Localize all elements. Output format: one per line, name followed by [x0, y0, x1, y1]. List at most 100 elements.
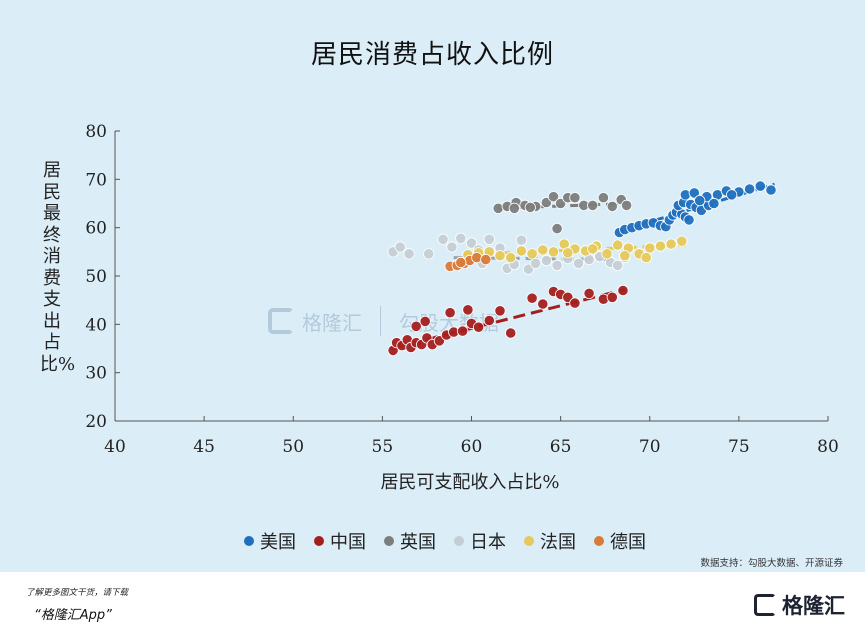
data-point-series-4-22 [640, 252, 652, 264]
footer-download-hint: 了解更多图文干货，请下载 [26, 588, 129, 598]
data-point-series-1-14 [472, 321, 485, 333]
y-tick-label: 30 [85, 364, 107, 384]
data-point-series-0-29 [726, 189, 738, 201]
x-tick-label: 65 [550, 437, 572, 457]
x-tick-label: 45 [193, 437, 215, 457]
data-point-series-3-5 [446, 241, 458, 253]
data-point-series-0-13 [683, 214, 695, 226]
data-point-series-4-20 [676, 235, 688, 247]
legend-label: 英国 [400, 532, 436, 553]
data-point-series-3-1 [394, 241, 406, 253]
data-point-series-1-23 [569, 297, 581, 309]
data-point-series-4-19 [665, 238, 677, 250]
data-point-series-1-17 [505, 327, 517, 339]
chart-title: 居民消费占收入比例 [310, 40, 554, 70]
data-point-series-4-17 [644, 242, 656, 254]
data-point-series-4-24 [562, 247, 574, 259]
data-point-series-2-6 [547, 191, 560, 203]
brand-g-icon [754, 594, 776, 616]
data-point-series-0-21 [688, 187, 700, 199]
data-point-series-1-27 [617, 284, 629, 297]
data-point-series-3-17 [551, 259, 563, 271]
data-point-series-4-8 [547, 246, 560, 258]
data-point-series-1-15 [483, 314, 495, 327]
data-point-series-4-14 [612, 239, 624, 251]
watermark-separator [380, 306, 381, 336]
legend-marker-icon [314, 536, 324, 546]
data-point-series-0-28 [765, 184, 777, 196]
data-point-series-4-23 [587, 243, 599, 255]
data-point-series-1-26 [606, 291, 618, 303]
footer-app-name: “格隆汇App” [34, 608, 112, 623]
data-point-series-0-27 [754, 180, 766, 192]
brand-name: 格隆汇 [782, 594, 845, 618]
watermark-left-text: 格隆汇 [302, 310, 362, 335]
data-point-series-2-7 [554, 197, 567, 210]
data-point-series-0-30 [694, 195, 706, 207]
data-point-series-2-0 [492, 202, 504, 214]
data-point-series-4-3 [494, 250, 506, 262]
data-point-series-4-4 [505, 252, 517, 264]
data-point-series-3-14 [522, 263, 535, 275]
data-point-series-3-19 [572, 257, 585, 269]
data-point-series-3-3 [423, 248, 435, 260]
legend-marker-icon [244, 536, 254, 546]
data-point-series-2-12 [597, 192, 610, 204]
legend-label: 日本 [470, 532, 506, 553]
data-point-series-3-9 [483, 233, 495, 245]
x-tick-label: 80 [817, 437, 839, 457]
data-point-series-2-17 [508, 202, 520, 214]
legend-item-1: 中国 [314, 528, 366, 554]
data-point-series-4-6 [526, 248, 538, 260]
brand-logo: 格隆汇 [754, 590, 845, 620]
data-point-series-2-11 [587, 199, 599, 211]
data-point-series-3-2 [403, 248, 415, 260]
data-point-series-0-31 [708, 197, 720, 210]
legend-item-2: 英国 [384, 528, 436, 554]
x-tick-label: 50 [282, 437, 304, 457]
data-point-series-3-13 [515, 234, 528, 246]
x-tick-label: 70 [639, 437, 661, 457]
legend-item-4: 法国 [524, 528, 576, 554]
data-point-series-4-21 [619, 250, 631, 262]
x-tick-label: 75 [728, 437, 750, 457]
y-tick-label: 40 [85, 315, 107, 335]
data-point-series-3-7 [465, 237, 478, 249]
legend-marker-icon [454, 536, 464, 546]
y-tick-label: 70 [85, 170, 107, 190]
data-point-series-2-16 [551, 223, 563, 235]
data-point-series-3-4 [437, 233, 449, 245]
data-point-series-3-15 [530, 257, 542, 269]
footer [0, 572, 865, 634]
legend-marker-icon [524, 536, 534, 546]
data-point-series-4-18 [654, 240, 667, 252]
data-point-series-1-24 [583, 287, 595, 299]
data-point-series-2-9 [569, 192, 581, 204]
legend-label: 美国 [260, 532, 296, 553]
data-point-series-0-26 [743, 183, 756, 195]
data-point-series-3-16 [540, 254, 553, 267]
data-point-series-4-7 [537, 244, 549, 256]
legend-item-0: 美国 [244, 528, 296, 554]
data-point-series-5-5 [480, 254, 492, 266]
legend-label: 法国 [540, 532, 576, 553]
data-point-series-2-18 [524, 201, 536, 213]
y-tick-label: 60 [85, 219, 107, 239]
data-point-series-1-12 [456, 325, 469, 337]
data-point-series-4-5 [515, 245, 528, 257]
data-point-series-3-6 [455, 232, 467, 244]
data-point-series-1-30 [419, 315, 431, 327]
data-point-series-4-13 [601, 248, 613, 260]
data-point-series-1-16 [494, 305, 506, 317]
data-point-series-5-6 [455, 256, 467, 269]
data-point-series-1-31 [410, 320, 422, 332]
legend-item-3: 日本 [454, 528, 506, 554]
data-point-series-1-28 [444, 307, 456, 319]
data-point-series-1-29 [462, 304, 474, 316]
legend-marker-icon [384, 536, 394, 546]
data-point-series-3-23 [612, 259, 624, 271]
data-source: 数据支持：勾股大数据、开源证券 [700, 558, 843, 569]
data-point-series-1-18 [526, 292, 538, 304]
